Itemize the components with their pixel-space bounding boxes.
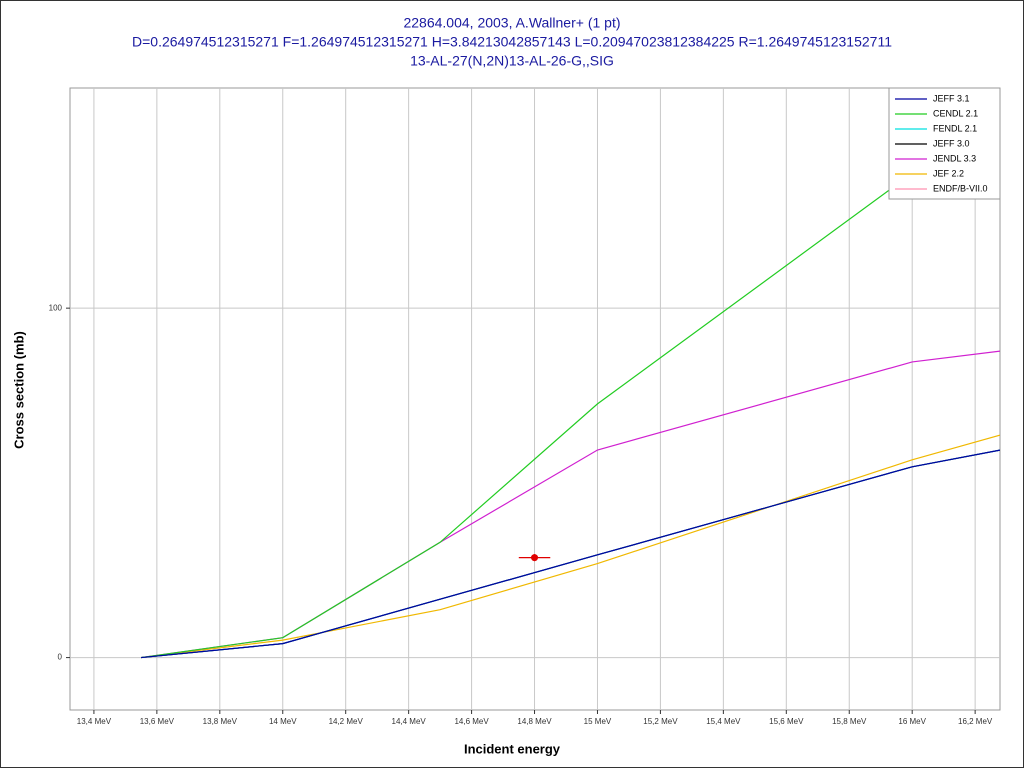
data-point <box>531 554 539 562</box>
y-tick-label: 0 <box>58 653 63 662</box>
x-tick-label: 15 MeV <box>584 717 612 726</box>
legend-label: ENDF/B-VII.0 <box>933 183 988 193</box>
series-line <box>141 449 1000 659</box>
x-tick-label: 13,8 MeV <box>203 717 238 726</box>
x-tick-label: 13,4 MeV <box>77 717 112 726</box>
legend-label: FENDL 2.1 <box>933 123 977 133</box>
x-tick-label: 14,6 MeV <box>454 717 489 726</box>
x-tick-label: 15,8 MeV <box>832 717 867 726</box>
legend-label: CENDL 2.1 <box>933 108 978 118</box>
series-line <box>141 434 1000 659</box>
legend-label: JEFF 3.0 <box>933 138 970 148</box>
x-tick-label: 13,6 MeV <box>140 717 175 726</box>
y-axis-label: Cross section (mb) <box>11 331 26 449</box>
x-tick-label: 15,6 MeV <box>769 717 804 726</box>
x-tick-label: 15,2 MeV <box>643 717 678 726</box>
legend-label: JENDL 3.3 <box>933 153 976 163</box>
chart-subtitle: 13-AL-27(N,2N)13-AL-26-G,,SIG <box>410 53 614 69</box>
x-tick-label: 14,2 MeV <box>329 717 364 726</box>
x-tick-label: 14 MeV <box>269 717 297 726</box>
chart-subtitle: D=0.264974512315271 F=1.264974512315271 … <box>132 34 892 50</box>
x-tick-label: 14,8 MeV <box>517 717 552 726</box>
x-tick-label: 14,4 MeV <box>392 717 427 726</box>
x-tick-label: 16,2 MeV <box>958 717 993 726</box>
chart-title: 22864.004, 2003, A.Wallner+ (1 pt) <box>403 15 620 31</box>
y-tick-label: 100 <box>49 303 63 312</box>
x-axis-label: Incident energy <box>464 741 561 756</box>
legend-label: JEFF 3.1 <box>933 93 970 103</box>
x-tick-label: 15,4 MeV <box>706 717 741 726</box>
x-tick-label: 16 MeV <box>898 717 926 726</box>
legend-label: JEF 2.2 <box>933 168 964 178</box>
